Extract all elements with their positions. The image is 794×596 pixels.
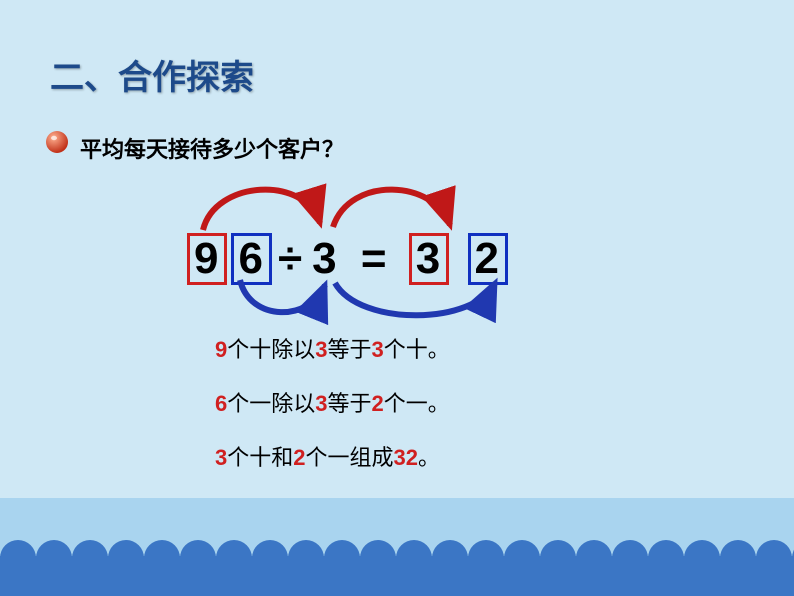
bottom-strip	[0, 556, 794, 596]
explain-text: 等于	[328, 391, 372, 416]
bottom-arrows-icon	[185, 277, 535, 327]
explain-text: 个一除以	[227, 391, 315, 416]
explain-text: 个一。	[384, 391, 450, 416]
question-text: 平均每天接待多少个客户？	[80, 132, 344, 164]
wave-border-icon	[0, 526, 794, 558]
highlight-number: 3	[315, 391, 327, 416]
explain-text: 个十除以	[227, 337, 315, 362]
explain-text: 个十和	[227, 445, 293, 470]
explain-text: 等于	[328, 337, 372, 362]
explain-text: 个十。	[384, 337, 450, 362]
sphere-bullet-icon	[45, 130, 69, 154]
highlight-number: 2	[293, 445, 305, 470]
explanation-line: 6个一除以3等于2个一。	[215, 386, 450, 418]
highlight-number: 3	[215, 445, 227, 470]
equation-area: 96÷3 = 3 2	[185, 175, 605, 295]
highlight-number: 6	[215, 391, 227, 416]
highlight-number: 9	[215, 337, 227, 362]
top-arrows-icon	[185, 175, 535, 235]
explain-text: 个一组成	[306, 445, 394, 470]
explanation-line: 3个十和2个一组成32。	[215, 440, 440, 472]
highlight-number: 32	[394, 445, 418, 470]
explanation-line: 9个十除以3等于3个十。	[215, 332, 450, 364]
slide: 二、合作探索 平均每天接待多少个客户？ 96÷3 = 3 2 9个十除以3等于3…	[0, 0, 794, 596]
section-title: 二、合作探索	[50, 50, 254, 99]
highlight-number: 3	[315, 337, 327, 362]
explain-text: 。	[418, 445, 440, 470]
highlight-number: 3	[372, 337, 384, 362]
highlight-number: 2	[372, 391, 384, 416]
